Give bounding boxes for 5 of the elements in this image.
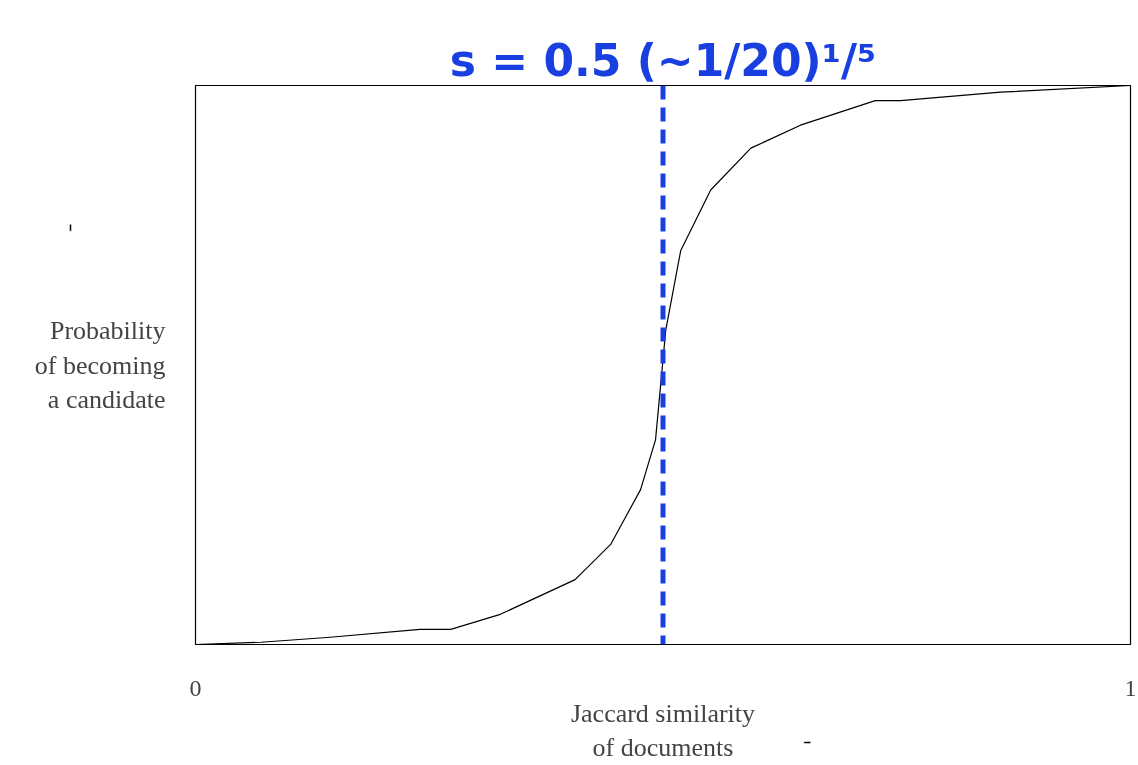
x-axis-title: Jaccard similarity of documents [570, 698, 756, 763]
y-axis-title: Probability of becoming a candidate [34, 315, 166, 415]
x-tick-label: 1 [1124, 674, 1137, 701]
x-tick-label: 0 [189, 674, 202, 701]
ref-line-label: s = 0.5 (~1/20)¹/⁵ [449, 34, 877, 86]
